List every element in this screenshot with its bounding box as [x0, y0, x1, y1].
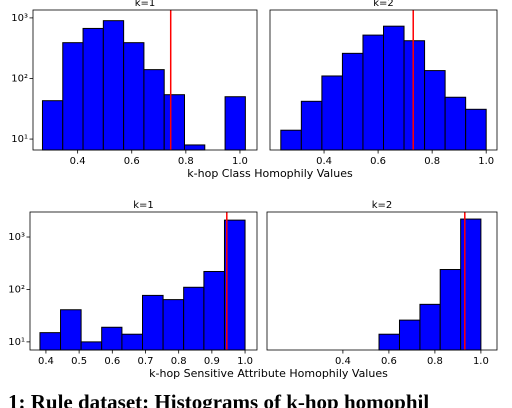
x-tick-label: 1.0	[237, 356, 253, 367]
bar	[300, 100, 323, 151]
bar	[341, 52, 364, 151]
bar	[398, 319, 421, 351]
panel-title: k=2	[372, 200, 393, 211]
x-tick-label: 0.9	[204, 356, 220, 367]
bar	[80, 341, 103, 351]
y-tick-label: 10³	[8, 232, 25, 243]
bar	[102, 20, 125, 151]
x-axis-label: k-hop Class Homophily Values	[187, 167, 353, 180]
bar	[39, 332, 62, 351]
bar	[444, 96, 467, 151]
panel-title: k=2	[373, 0, 394, 9]
bar	[121, 333, 144, 351]
x-tick-label: 0.4	[316, 156, 332, 167]
bar	[203, 270, 225, 351]
bar	[183, 144, 206, 151]
x-tick-label: 0.4	[70, 156, 86, 167]
bar	[60, 309, 82, 351]
y-tick-label: 10²	[11, 73, 28, 84]
y-tick-label: 10¹	[8, 337, 25, 348]
x-tick-label: 0.8	[427, 356, 443, 367]
bar	[223, 219, 246, 351]
bar	[378, 333, 400, 351]
bar	[143, 69, 165, 151]
x-tick-label: 0.4	[335, 356, 351, 367]
bar	[162, 299, 185, 351]
bar	[403, 40, 426, 151]
bar	[439, 269, 462, 351]
axes-frame	[266, 211, 498, 351]
bar	[465, 108, 487, 151]
x-tick-label: 1.0	[473, 356, 489, 367]
caption: 1: Rule dataset: Histograms of k-hop hom…	[8, 390, 429, 408]
panel-title: k=1	[133, 200, 154, 211]
bar	[419, 303, 441, 351]
x-tick-label: 0.6	[124, 156, 140, 167]
y-tick-label: 10³	[11, 13, 28, 24]
bar	[82, 27, 104, 151]
axes-frame	[269, 9, 498, 151]
bar	[101, 326, 123, 351]
bar	[163, 94, 185, 151]
y-tick-label: 10¹	[11, 134, 28, 145]
x-tick-label: 0.5	[71, 356, 87, 367]
x-axis-label: k-hop Sensitive Attribute Homophily Valu…	[149, 367, 388, 380]
bar	[123, 42, 145, 151]
bar	[142, 294, 164, 351]
x-tick-label: 1.0	[232, 156, 248, 167]
bar	[321, 75, 343, 151]
bar	[62, 42, 84, 151]
x-tick-label: 1.0	[478, 156, 494, 167]
x-tick-label: 0.7	[138, 356, 154, 367]
x-tick-label: 0.6	[104, 356, 120, 367]
x-tick-label: 0.6	[370, 156, 386, 167]
x-tick-label: 0.6	[381, 356, 397, 367]
bar	[224, 96, 246, 151]
bar	[41, 100, 64, 151]
bar	[280, 129, 302, 151]
axes-frame	[29, 211, 258, 351]
bar	[183, 286, 205, 351]
x-tick-label: 0.8	[178, 156, 194, 167]
bar	[383, 25, 405, 151]
x-tick-label: 0.8	[424, 156, 440, 167]
bar	[460, 218, 482, 351]
y-tick-label: 10²	[8, 284, 25, 295]
x-tick-label: 0.8	[171, 356, 187, 367]
axes-frame	[32, 9, 258, 151]
x-tick-label: 0.4	[38, 356, 54, 367]
panel-title: k=1	[135, 0, 156, 9]
bar	[362, 34, 385, 151]
bar	[424, 70, 446, 151]
